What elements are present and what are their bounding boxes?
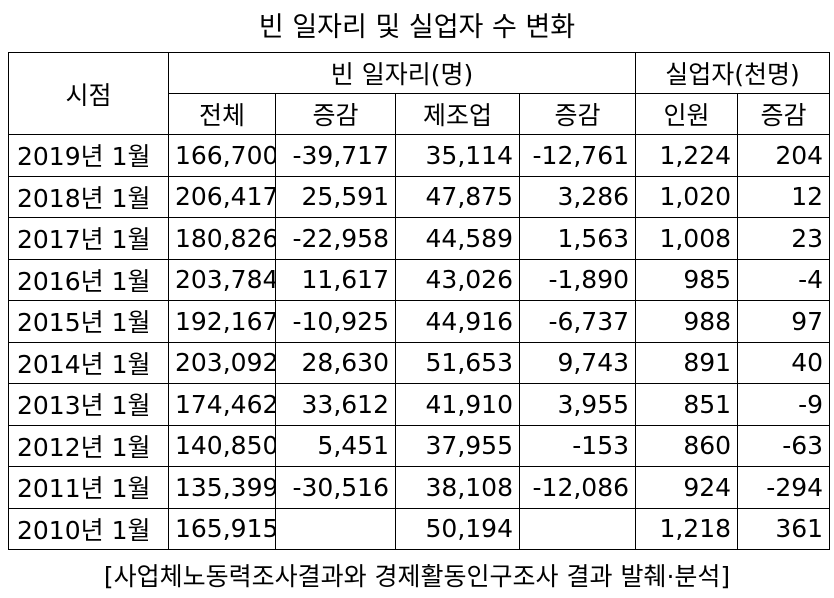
table-row: 2012년 1월 140,850 5,451 37,955 -153 860 -63 <box>8 424 831 467</box>
cell-period: 2014년 1월 <box>8 341 169 384</box>
header-unemployed-group: 실업자(천명) <box>635 52 831 94</box>
cell-total: 203,092 <box>168 341 276 384</box>
cell-total: 165,915 <box>168 507 276 550</box>
cell-mfg-change <box>518 507 637 550</box>
cell-mfg-change: 3,286 <box>518 175 637 218</box>
cell-unemployed-change: 40 <box>737 341 831 384</box>
cell-total-change: -39,717 <box>275 134 396 177</box>
cell-unemployed: 1,020 <box>635 175 739 218</box>
cell-unemployed: 985 <box>635 258 739 301</box>
cell-unemployed-change: -4 <box>737 258 831 301</box>
cell-unemployed: 1,218 <box>635 507 739 550</box>
cell-unemployed: 891 <box>635 341 739 384</box>
header-vacancy-group: 빈 일자리(명) <box>167 52 637 94</box>
cell-mfg: 43,026 <box>395 258 520 301</box>
cell-unemployed-change: 361 <box>737 507 831 550</box>
cell-total: 203,784 <box>168 258 276 301</box>
header-row-2: 전체 증감 제조업 증감 인원 증감 <box>9 93 831 135</box>
cell-unemployed-change: -9 <box>737 383 831 426</box>
cell-unemployed-change: 23 <box>737 217 831 260</box>
cell-mfg: 44,916 <box>395 300 520 343</box>
cell-total-change: 25,591 <box>275 175 396 218</box>
cell-period: 2010년 1월 <box>8 507 169 550</box>
cell-unemployed: 1,008 <box>635 217 739 260</box>
cell-total-change: -30,516 <box>275 466 396 509</box>
cell-unemployed: 924 <box>635 466 739 509</box>
cell-mfg-change: 3,955 <box>518 383 637 426</box>
header-total-change: 증감 <box>275 93 396 135</box>
cell-total-change: 28,630 <box>275 341 396 384</box>
cell-total: 192,167 <box>168 300 276 343</box>
header-unemployed: 인원 <box>635 93 739 135</box>
cell-mfg-change: -12,086 <box>518 466 637 509</box>
table-row: 2019년 1월 166,700 -39,717 35,114 -12,761 1,224… <box>8 134 831 177</box>
cell-total: 180,826 <box>168 217 276 260</box>
header-unemployed-change: 증감 <box>737 93 831 135</box>
cell-period: 2016년 1월 <box>8 258 169 301</box>
cell-total: 166,700 <box>168 134 276 177</box>
cell-mfg: 35,114 <box>395 134 520 177</box>
cell-unemployed: 988 <box>635 300 739 343</box>
cell-mfg: 51,653 <box>395 341 520 384</box>
cell-mfg: 50,194 <box>395 507 520 550</box>
cell-total-change: -22,958 <box>275 217 396 260</box>
cell-total: 140,850 <box>168 424 276 467</box>
source-note: [사업체노동력조사결과와 경제활동인구조사 결과 발췌·분석] <box>103 562 731 591</box>
cell-mfg: 41,910 <box>395 383 520 426</box>
cell-mfg: 47,875 <box>395 175 520 218</box>
table-row: 2013년 1월 174,462 33,612 41,910 3,955 851 -9 <box>8 383 831 426</box>
table-row: 2011년 1월 135,399 -30,516 38,108 -12,086 924 -2… <box>8 466 831 509</box>
cell-unemployed-change: -294 <box>737 466 831 509</box>
cell-unemployed: 1,224 <box>635 134 739 177</box>
cell-unemployed-change: 97 <box>737 300 831 343</box>
header-total: 전체 <box>168 93 276 135</box>
cell-mfg: 38,108 <box>395 466 520 509</box>
cell-period: 2011년 1월 <box>8 466 169 509</box>
cell-total: 206,417 <box>168 175 276 218</box>
header-row-1: 시점 빈 일자리(명) 실업자(천명) <box>8 52 831 135</box>
table-row: 2018년 1월 206,417 25,591 47,875 3,286 1,020 12 <box>8 175 831 218</box>
cell-period: 2017년 1월 <box>8 217 169 260</box>
cell-period: 2019년 1월 <box>8 134 169 177</box>
cell-total-change: 33,612 <box>275 383 396 426</box>
cell-mfg-change: 1,563 <box>518 217 637 260</box>
cell-unemployed-change: -63 <box>737 424 831 467</box>
cell-total-change: -10,925 <box>275 300 396 343</box>
cell-period: 2015년 1월 <box>8 300 169 343</box>
cell-total-change <box>275 507 396 550</box>
cell-mfg: 37,955 <box>395 424 520 467</box>
cell-total: 174,462 <box>168 383 276 426</box>
cell-unemployed: 851 <box>635 383 739 426</box>
cell-total-change: 11,617 <box>275 258 396 301</box>
cell-period: 2018년 1월 <box>8 175 169 218</box>
header-mfg-change: 증감 <box>518 93 637 135</box>
cell-mfg: 44,589 <box>395 217 520 260</box>
header-mfg: 제조업 <box>395 93 520 135</box>
table-row: 2017년 1월 180,826 -22,958 44,589 1,563 1,008 23 <box>8 217 831 260</box>
cell-mfg-change: -12,761 <box>518 134 637 177</box>
table-body: 2019년 1월 166,700 -39,717 35,114 -12,761 1,224… <box>8 134 831 550</box>
table-row: 2015년 1월 192,167 -10,925 44,916 -6,737 988 97 <box>8 300 831 343</box>
table-title: 빈 일자리 및 실업자 수 변화 <box>258 12 576 43</box>
table-row: 2016년 1월 203,784 11,617 43,026 -1,890 985 -4 <box>8 258 831 301</box>
cell-period: 2013년 1월 <box>8 383 169 426</box>
cell-unemployed-change: 12 <box>737 175 831 218</box>
cell-mfg-change: -153 <box>518 424 637 467</box>
cell-total-change: 5,451 <box>275 424 396 467</box>
data-table: 시점 빈 일자리(명) 실업자(천명) 전체 증감 제조업 증감 인원 증감 2… <box>8 52 831 550</box>
cell-unemployed: 860 <box>635 424 739 467</box>
table-row: 2010년 1월 165,915 50,194 1,218 361 <box>8 507 831 550</box>
cell-mfg-change: -1,890 <box>518 258 637 301</box>
table-row: 2014년 1월 203,092 28,630 51,653 9,743 891 40 <box>8 341 831 384</box>
cell-period: 2012년 1월 <box>8 424 169 467</box>
header-period: 시점 <box>8 52 169 135</box>
cell-unemployed-change: 204 <box>737 134 831 177</box>
cell-mfg-change: 9,743 <box>518 341 637 384</box>
cell-mfg-change: -6,737 <box>518 300 637 343</box>
cell-total: 135,399 <box>168 466 276 509</box>
